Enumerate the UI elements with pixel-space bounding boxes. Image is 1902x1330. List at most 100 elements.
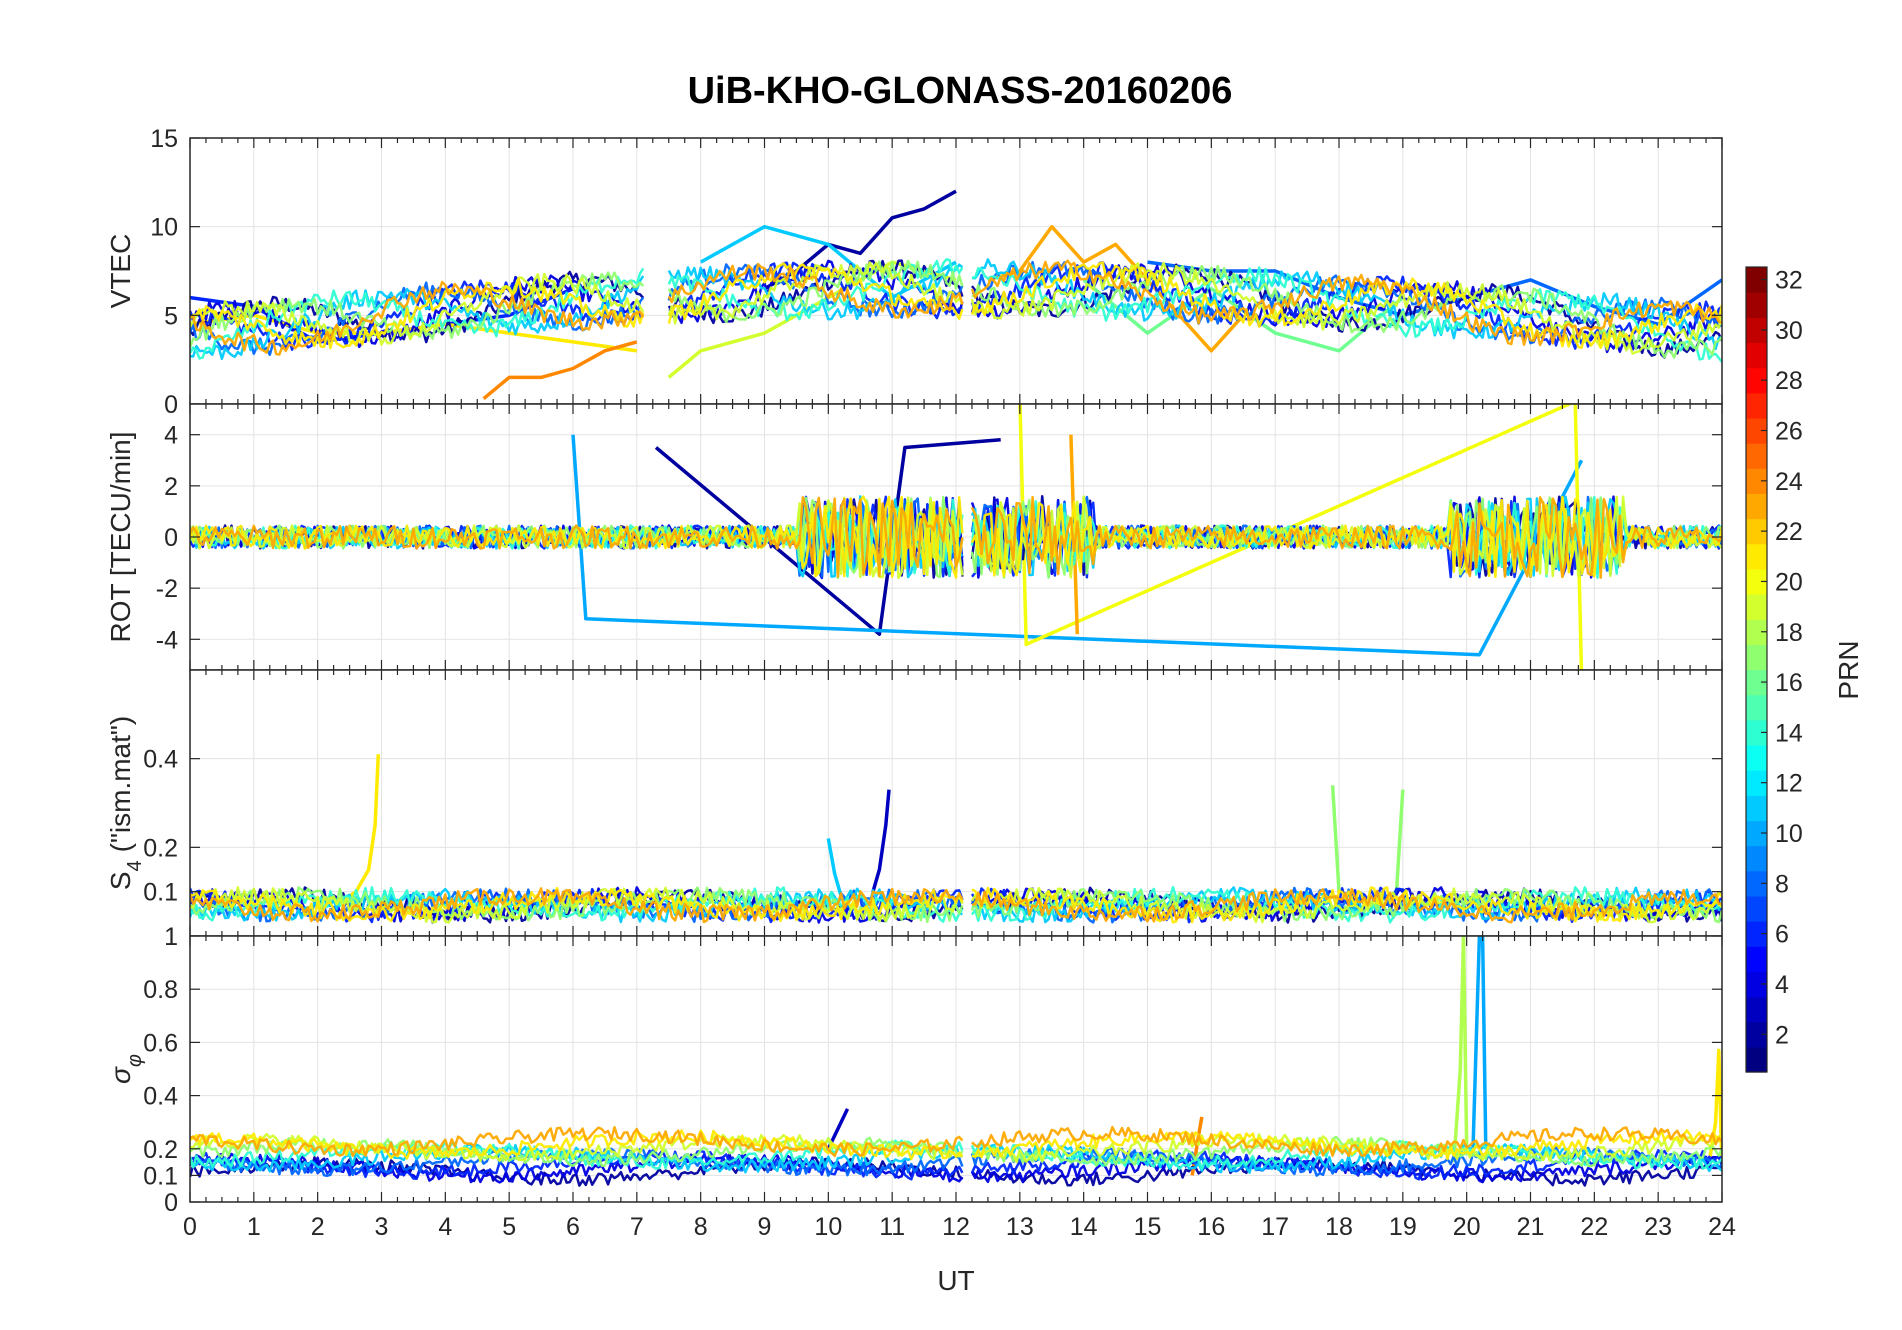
colorbar-tick-label: 16 <box>1775 669 1803 697</box>
texture-noise <box>190 494 1722 580</box>
y-tick-label: 0.8 <box>143 976 178 1004</box>
colorbar-tick-label: 30 <box>1775 317 1803 345</box>
series-line <box>826 1108 850 1150</box>
y-tick-label: 2 <box>164 473 178 501</box>
series-line <box>1707 1048 1722 1171</box>
colorbar-swatch <box>1746 895 1767 922</box>
colorbar-swatch <box>1746 568 1767 595</box>
colorbar-swatch <box>1746 795 1767 822</box>
texture-line <box>190 887 1722 924</box>
y-tick-label: 0 <box>164 524 178 552</box>
panel-s4: 0.1 0.2 0.4S4("ism.mat") <box>105 669 1723 937</box>
colorbar-swatch <box>1746 468 1767 495</box>
plot-area <box>190 189 1722 401</box>
y-tick-label: -4 <box>156 626 178 654</box>
colorbar-swatch <box>1746 946 1767 972</box>
colorbar-swatch <box>1746 971 1767 998</box>
y-tick-label: -2 <box>156 575 178 603</box>
y-axis-label: ROT [TECU/min] <box>105 431 136 642</box>
texture-line <box>190 495 1722 579</box>
x-tick-label: 21 <box>1517 1213 1545 1241</box>
colorbar-swatch <box>1746 921 1767 947</box>
panel-rot: -4 -2 0 2 4 ROT [TECU/min] <box>105 403 1723 671</box>
y-tick-label: 10 <box>150 214 178 242</box>
y-tick-label: 0.2 <box>143 834 178 862</box>
y-tick-label: 0 <box>164 1189 178 1217</box>
y-axis-label: VTEC <box>105 234 136 309</box>
colorbar-swatch <box>1746 619 1767 645</box>
texture-line <box>190 259 1722 356</box>
colorbar-tick-label: 4 <box>1775 971 1789 999</box>
x-axis-label: UT <box>937 1265 974 1296</box>
x-tick-label: 18 <box>1325 1213 1353 1241</box>
colorbar-swatch <box>1746 870 1767 897</box>
x-tick-label: 20 <box>1453 1213 1481 1241</box>
colorbar-tick-label: 12 <box>1775 770 1803 798</box>
texture-noise <box>190 258 1722 363</box>
colorbar-swatch <box>1746 996 1767 1023</box>
y-tick-label: 0.2 <box>143 1136 178 1164</box>
y-tick-label: 0.1 <box>143 879 178 907</box>
x-tick-label: 8 <box>694 1213 708 1241</box>
colorbar-swatch <box>1746 1021 1767 1048</box>
colorbar-swatch <box>1746 694 1767 721</box>
colorbar-swatch <box>1746 770 1767 796</box>
colorbar-swatch <box>1746 518 1767 545</box>
y-tick-label: 1 <box>164 923 178 951</box>
x-tick-label: 12 <box>942 1213 970 1241</box>
colorbar-swatch <box>1746 594 1767 620</box>
y-tick-label: 4 <box>164 422 178 450</box>
x-tick-label: 9 <box>758 1213 772 1241</box>
colorbar-tick-label: 6 <box>1775 921 1789 949</box>
colorbar-tick-label: 10 <box>1775 820 1803 848</box>
x-tick-label: 11 <box>879 1213 905 1241</box>
x-tick-label: 23 <box>1644 1213 1672 1241</box>
colorbar-tick-label: 18 <box>1775 619 1803 647</box>
series-line <box>826 838 843 897</box>
colorbar-swatch <box>1746 719 1767 746</box>
series-line <box>342 754 381 902</box>
colorbar-swatch <box>1746 820 1767 847</box>
x-tick-label: 5 <box>502 1213 516 1241</box>
plot-area <box>190 936 1722 1187</box>
x-tick-label: 17 <box>1261 1213 1289 1241</box>
colorbar-swatch <box>1746 392 1767 419</box>
x-tick-label: 22 <box>1580 1213 1608 1241</box>
colorbar-swatch <box>1746 845 1767 872</box>
y-tick-label: 15 <box>150 125 178 153</box>
series-line <box>1471 936 1488 1149</box>
texture-line <box>190 1132 1722 1164</box>
series-line <box>987 224 1245 353</box>
x-tick-label: 13 <box>1006 1213 1034 1241</box>
y-tick-label: 0.4 <box>143 1083 178 1111</box>
y-tick-label: 0 <box>164 391 178 419</box>
x-tick-label: 15 <box>1134 1213 1162 1241</box>
colorbar-swatch <box>1746 744 1767 771</box>
chart-title: UiB-KHO-GLONASS-20160206 <box>688 70 1233 112</box>
series-line <box>1452 936 1469 1163</box>
colorbar-tick-label: 14 <box>1775 719 1803 747</box>
colorbar-swatch <box>1746 543 1767 570</box>
x-tick-label: 14 <box>1070 1213 1098 1241</box>
colorbar-label: PRN <box>1833 640 1864 699</box>
x-tick-label: 4 <box>438 1213 452 1241</box>
x-tick-label: 1 <box>247 1213 261 1241</box>
y-tick-label: 0.4 <box>143 746 178 774</box>
colorbar-frame <box>1745 266 1768 1073</box>
colorbar-swatch <box>1746 443 1767 469</box>
y-axis-label: σφ <box>105 1054 146 1084</box>
panel-vtec: 0 5 10 15 VTEC <box>105 125 1723 419</box>
plot-area <box>190 404 1722 670</box>
colorbar-swatch <box>1746 342 1767 369</box>
series-line <box>482 340 638 401</box>
x-tick-label: 0 <box>183 1213 197 1241</box>
colorbar-swatch <box>1746 267 1767 293</box>
colorbar-swatch <box>1746 417 1767 444</box>
y-axis-label: S4("ism.mat") <box>105 716 146 890</box>
colorbar-tick-label: 2 <box>1775 1021 1789 1049</box>
plot-area <box>190 754 1722 924</box>
